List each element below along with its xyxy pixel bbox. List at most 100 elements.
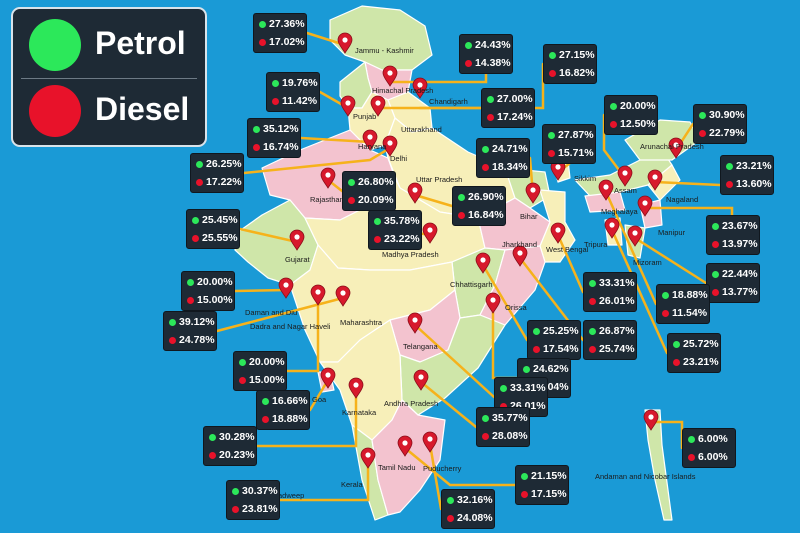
price-box-as: 20.00% 12.50% xyxy=(604,95,658,135)
petrol-value: 35.77% xyxy=(492,412,528,424)
map-pin-icon[interactable] xyxy=(604,217,620,239)
map-pin-icon[interactable] xyxy=(340,95,356,117)
map-pin-icon[interactable] xyxy=(320,367,336,389)
diesel-row: 6.00% xyxy=(687,449,735,466)
map-pin-icon[interactable] xyxy=(407,312,423,334)
map-pin-icon[interactable] xyxy=(550,222,566,244)
map-pin-icon[interactable] xyxy=(278,277,294,299)
diesel-dot-icon xyxy=(712,241,719,248)
map-pin-icon[interactable] xyxy=(382,65,398,87)
leader-line-ml xyxy=(604,190,658,306)
price-box-tn: 21.15% 17.15% xyxy=(515,465,569,505)
petrol-dot-icon xyxy=(699,112,706,119)
region-label-ar: Arunachal Pradesh xyxy=(640,142,704,151)
diesel-dot-icon xyxy=(726,181,733,188)
legend-diesel: Diesel xyxy=(25,81,200,141)
map-pin-icon[interactable] xyxy=(289,229,305,251)
diesel-row: 16.82% xyxy=(548,65,596,82)
petrol-dot-icon xyxy=(209,434,216,441)
diesel-dot-icon xyxy=(549,70,556,77)
map-pin-icon[interactable] xyxy=(668,137,684,159)
map-pin-icon[interactable] xyxy=(337,32,353,54)
map-pin-icon[interactable] xyxy=(617,165,633,187)
diesel-value: 15.00% xyxy=(249,374,285,386)
price-box-kl: 30.37% 23.81% xyxy=(226,480,280,520)
diesel-value: 6.00% xyxy=(698,451,728,463)
map-pin-icon[interactable] xyxy=(360,447,376,469)
petrol-row: 25.45% xyxy=(191,212,239,229)
diesel-value: 12.50% xyxy=(620,118,656,130)
diesel-row: 17.54% xyxy=(532,341,580,358)
petrol-row: 19.76% xyxy=(271,75,319,92)
diesel-dot-icon xyxy=(239,377,246,384)
region-label-br: Bihar xyxy=(520,212,538,221)
petrol-dot-icon xyxy=(589,328,596,335)
map-pin-icon[interactable] xyxy=(475,252,491,274)
petrol-value: 27.00% xyxy=(497,93,533,105)
map-pin-icon[interactable] xyxy=(348,377,364,399)
diesel-dot-icon xyxy=(699,130,706,137)
petrol-row: 33.31% xyxy=(588,275,636,292)
price-box-dnh: 20.00% 15.00% xyxy=(233,351,287,391)
petrol-dot-icon xyxy=(726,163,733,170)
diesel-dot-icon xyxy=(482,164,489,171)
map-pin-icon[interactable] xyxy=(647,169,663,191)
diesel-value: 13.97% xyxy=(722,238,758,250)
region-label-nl: Nagaland xyxy=(666,195,699,204)
map-pin-icon[interactable] xyxy=(382,135,398,157)
diesel-row: 13.97% xyxy=(711,236,759,253)
diesel-dot-icon xyxy=(521,491,528,498)
petrol-dot-icon xyxy=(187,279,194,286)
diesel-value: 16.74% xyxy=(263,141,299,153)
map-pin-icon[interactable] xyxy=(413,369,429,391)
diesel-value: 23.21% xyxy=(683,356,719,368)
diesel-row: 16.84% xyxy=(457,207,505,224)
price-box-dd: 20.00% 15.00% xyxy=(181,271,235,311)
map-pin-icon[interactable] xyxy=(598,179,614,201)
map-pin-icon[interactable] xyxy=(422,222,438,244)
petrol-dot-icon xyxy=(465,42,472,49)
diesel-dot-icon xyxy=(253,144,260,151)
map-pin-icon[interactable] xyxy=(627,225,643,247)
diesel-dot-icon xyxy=(500,403,507,410)
petrol-value: 24.62% xyxy=(533,363,569,375)
map-pin-icon[interactable] xyxy=(320,167,336,189)
petrol-value: 25.45% xyxy=(202,214,238,226)
petrol-row: 35.12% xyxy=(252,121,300,138)
map-pin-icon[interactable] xyxy=(422,431,438,453)
diesel-row: 25.74% xyxy=(588,341,636,358)
map-pin-icon[interactable] xyxy=(310,284,326,306)
map-pin-icon[interactable] xyxy=(397,435,413,457)
price-box-uk: 27.15% 16.82% xyxy=(543,44,597,84)
legend-panel: Petrol Diesel xyxy=(11,7,207,147)
price-box-dl: 26.25% 17.22% xyxy=(190,153,244,193)
petrol-row: 22.44% xyxy=(711,266,759,283)
petrol-value: 25.25% xyxy=(543,325,579,337)
map-pin-icon[interactable] xyxy=(412,77,428,99)
map-pin-icon[interactable] xyxy=(485,292,501,314)
petrol-value: 33.31% xyxy=(510,382,546,394)
petrol-row: 39.12% xyxy=(168,314,216,331)
petrol-dot-icon xyxy=(259,21,266,28)
map-pin-icon[interactable] xyxy=(370,95,386,117)
diesel-value: 26.01% xyxy=(599,295,635,307)
map-pin-icon[interactable] xyxy=(525,182,541,204)
diesel-value: 20.23% xyxy=(219,449,255,461)
diesel-value: 28.08% xyxy=(492,430,528,442)
map-pin-icon[interactable] xyxy=(643,409,659,431)
map-pin-icon[interactable] xyxy=(335,285,351,307)
petrol-value: 27.36% xyxy=(269,18,305,30)
leader-line-dnh xyxy=(285,295,320,373)
map-pin-icon[interactable] xyxy=(512,245,528,267)
map-pin-icon[interactable] xyxy=(407,182,423,204)
diesel-dot-icon xyxy=(487,114,494,121)
petrol-dot-icon xyxy=(712,271,719,278)
diesel-value: 23.81% xyxy=(242,503,278,515)
petrol-dot-icon xyxy=(232,488,239,495)
region-label-ch: Chandigarh xyxy=(429,97,468,106)
petrol-row: 26.90% xyxy=(457,189,505,206)
map-pin-icon[interactable] xyxy=(637,195,653,217)
map-pin-icon[interactable] xyxy=(362,129,378,151)
diesel-value: 11.42% xyxy=(282,95,318,107)
diesel-row: 15.00% xyxy=(238,372,286,389)
